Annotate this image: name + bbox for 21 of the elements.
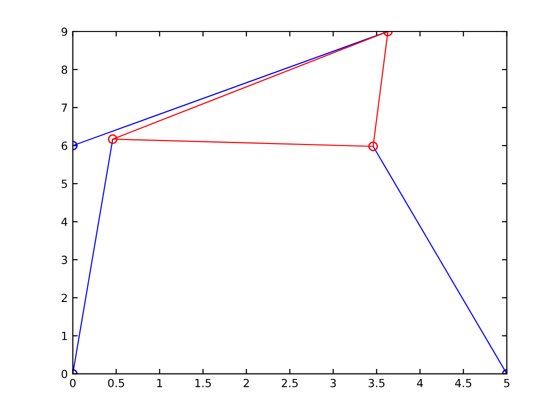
y-tick-label: 8 [62, 66, 68, 74]
x-tick-label: 4 [417, 379, 423, 388]
x-tick-label: 2.5 [282, 378, 298, 388]
y-tick-label: 9 [62, 27, 68, 36]
y-tick-label: 1 [62, 332, 67, 340]
x-tick-label: 5 [504, 379, 510, 388]
x-tick-label: 3.5 [368, 378, 384, 388]
x-tick-label: 1 [157, 379, 162, 388]
x-tick-label: 3 [330, 378, 336, 388]
y-tick-label: 2 [62, 294, 67, 302]
y-tick-label: 0 [62, 370, 68, 378]
y-tick-label: 6 [62, 142, 68, 150]
x-tick-label: 0 [70, 378, 76, 388]
y-tick-label: 5 [62, 180, 67, 188]
x-tick-label: 1.5 [195, 379, 211, 388]
x-tick-label: 4.5 [455, 379, 472, 388]
y-tick-label: 3 [62, 256, 68, 264]
x-tick-label: 2 [244, 378, 249, 388]
y-tick-label: 7 [62, 104, 67, 112]
x-tick-label: 0.5 [108, 378, 124, 388]
y-tick-label: 4 [61, 218, 68, 226]
